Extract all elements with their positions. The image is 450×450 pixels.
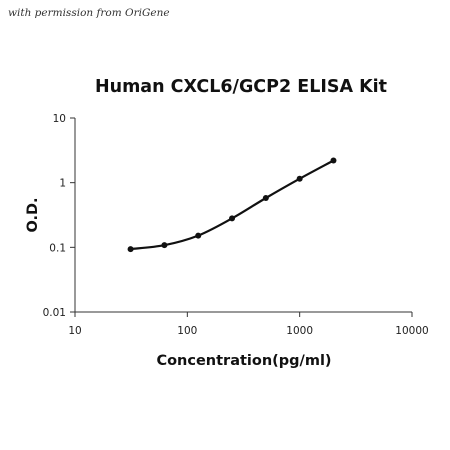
chart-title: Human CXCL6/GCP2 ELISA Kit [95, 77, 387, 97]
x-axis-label: Concentration(pg/ml) [156, 353, 331, 369]
y-tick-label: 0.01 [43, 307, 66, 319]
y-tick-label: 10 [53, 113, 66, 125]
data-point [330, 157, 337, 164]
series-layer [127, 157, 337, 253]
data-point [296, 175, 303, 182]
x-tick-label: 1000 [286, 325, 313, 337]
y-axis-ticks: 0.01 0.1 1 10 [43, 113, 75, 319]
data-point [161, 242, 168, 249]
data-point [127, 246, 134, 253]
data-point [262, 194, 269, 201]
x-tick-label: 100 [177, 325, 197, 337]
permission-watermark: with permission from OriGene [8, 7, 170, 19]
x-axis-ticks: 10 100 1000 10000 [68, 312, 429, 337]
x-tick-label: 10 [68, 325, 81, 337]
standard-curve-line [130, 159, 335, 251]
data-point [229, 215, 236, 222]
x-tick-label: 10000 [395, 325, 428, 337]
y-tick-label: 0.1 [49, 242, 66, 254]
data-point [195, 232, 202, 239]
y-tick-label: 1 [59, 178, 66, 190]
y-axis-label: O.D. [25, 197, 41, 232]
